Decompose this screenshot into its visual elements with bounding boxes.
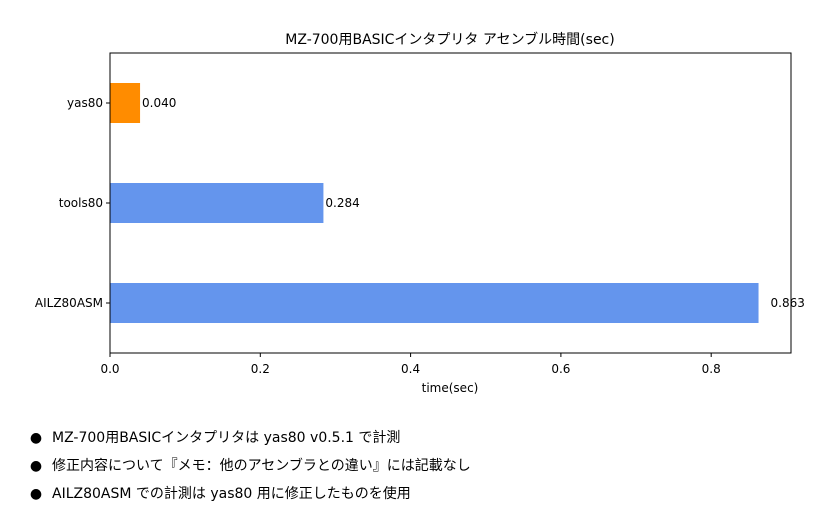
x-tick-label: 0.2: [251, 362, 270, 376]
x-tick-label: 0.8: [702, 362, 721, 376]
y-tick-label: yas80: [67, 96, 103, 110]
bullet-icon: ●: [29, 486, 43, 502]
note-item: ● MZ-700用BASICインタプリタは yas80 v0.5.1 で計測: [28, 424, 471, 452]
bullet-icon: ●: [29, 430, 43, 446]
data-label: 0.863: [771, 296, 805, 310]
y-tick-label: AILZ80ASM: [35, 296, 103, 310]
x-tick-label: 0.0: [100, 362, 119, 376]
bar-tools80: [110, 183, 324, 223]
bar-yas80: [110, 83, 141, 123]
x-tick-label: 0.4: [401, 362, 420, 376]
chart-title: MZ-700用BASICインタプリタ アセンブル時間(sec): [285, 31, 614, 48]
note-item: ● 修正内容について『メモ：他のアセンブラとの違い』には記載なし: [28, 452, 471, 480]
x-axis: 0.0 0.2 0.4 0.6 0.8: [100, 353, 721, 376]
y-axis: yas80 tools80 AILZ80ASM: [35, 96, 110, 310]
x-tick-label: 0.6: [551, 362, 570, 376]
note-text: MZ-700用BASICインタプリタは yas80 v0.5.1 で計測: [52, 430, 401, 446]
bar-chart: MZ-700用BASICインタプリタ アセンブル時間(sec) 0.040 0.2…: [35, 31, 805, 395]
y-tick-label: tools80: [59, 196, 103, 210]
bullet-icon: ●: [29, 458, 43, 474]
data-label: 0.284: [325, 196, 359, 210]
note-item: ● AILZ80ASM での計測は yas80 用に修正したものを使用: [28, 480, 471, 508]
bar-ailz80asm: [110, 283, 759, 323]
note-text: AILZ80ASM での計測は yas80 用に修正したものを使用: [52, 486, 411, 502]
bars-layer: 0.040 0.284 0.863: [110, 83, 805, 323]
x-axis-label: time(sec): [422, 381, 479, 395]
notes-list: ● MZ-700用BASICインタプリタは yas80 v0.5.1 で計測 ● 修…: [28, 424, 471, 508]
note-text: 修正内容について『メモ：他のアセンブラとの違い』には記載なし: [52, 458, 471, 474]
data-label: 0.040: [142, 96, 176, 110]
